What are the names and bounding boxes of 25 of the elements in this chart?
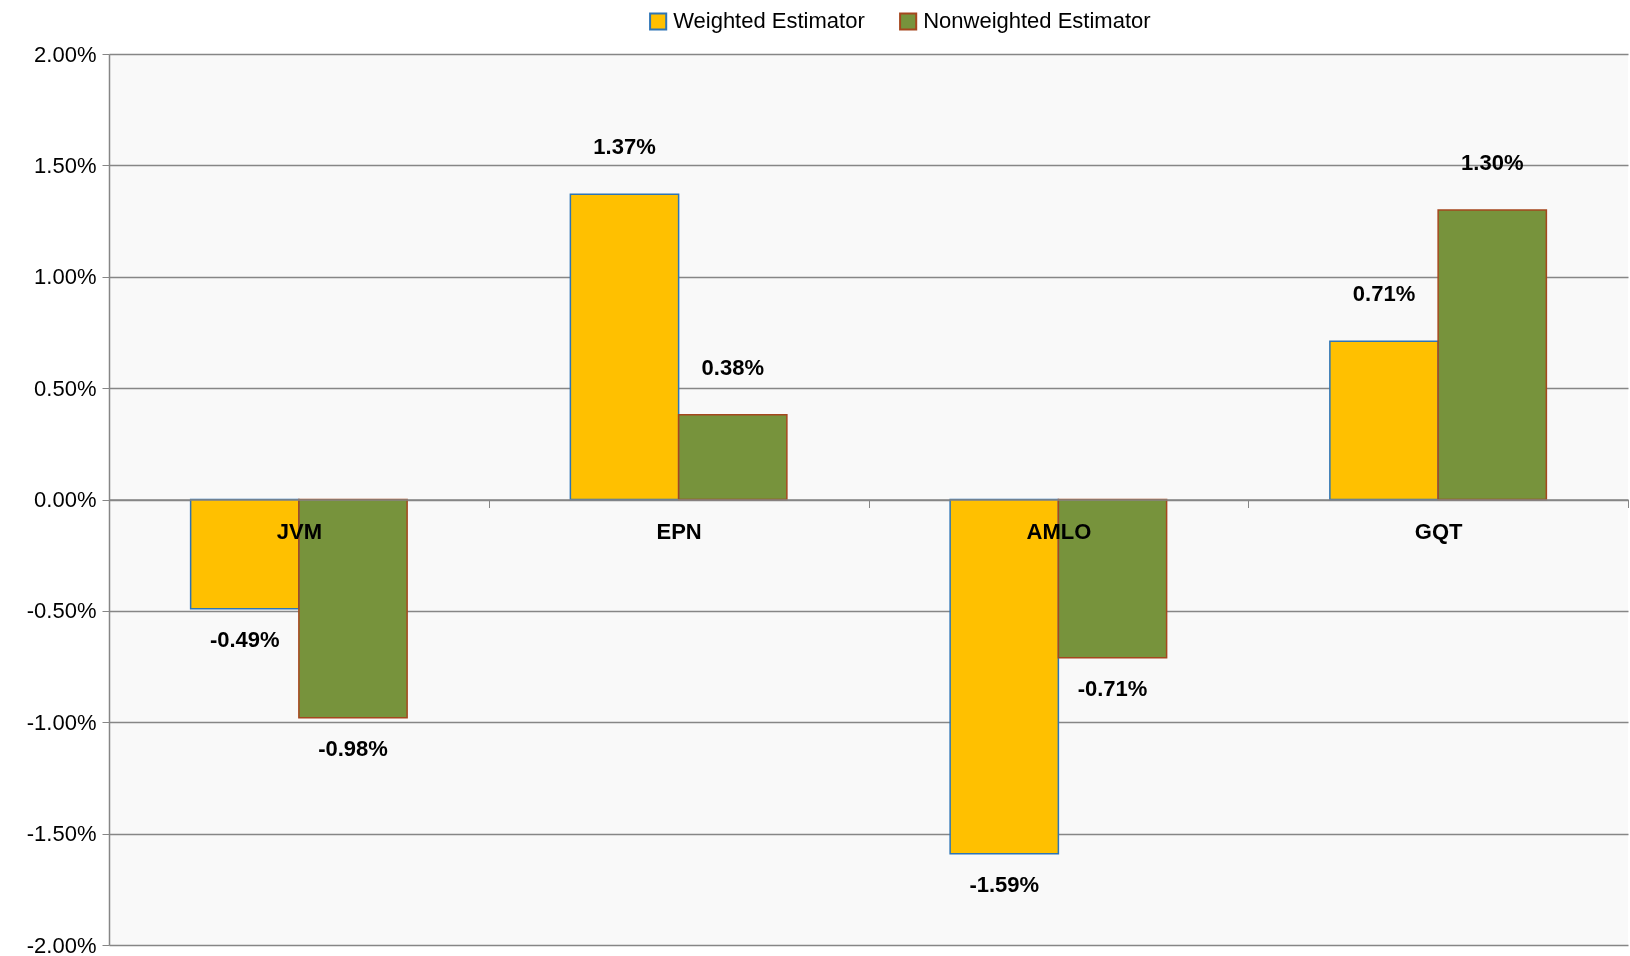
x-tick-label: GQT [1414,519,1464,544]
bar [569,193,680,501]
y-tick-label: 1.00% [34,264,97,290]
legend-label: Nonweighted Estimator [923,8,1151,34]
data-label: -0.98% [318,735,388,761]
y-tick-label: -0.50% [26,598,97,624]
data-label: -0.71% [1077,675,1148,701]
y-tick-label: -1.00% [26,709,97,735]
y-tick-label: 0.50% [34,375,97,401]
bar [1329,340,1439,501]
y-tick-label: -1.50% [26,821,97,847]
data-label: -0.49% [209,626,280,652]
y-tick-label: -2.00% [26,932,97,956]
x-tick-label: EPN [656,519,702,544]
bar [677,414,788,501]
y-tick-label: 2.00% [34,41,97,67]
y-tick-label: 1.50% [34,152,97,178]
data-label: 1.37% [593,134,656,160]
y-tick-label: 0.00% [34,487,97,512]
data-label: 0.71% [1352,281,1416,307]
data-label: 0.38% [701,354,764,380]
bar [1437,209,1548,501]
legend-label: Weighted Estimator [673,8,865,34]
data-label: -1.59% [969,871,1040,897]
data-label: 1.30% [1461,149,1524,175]
